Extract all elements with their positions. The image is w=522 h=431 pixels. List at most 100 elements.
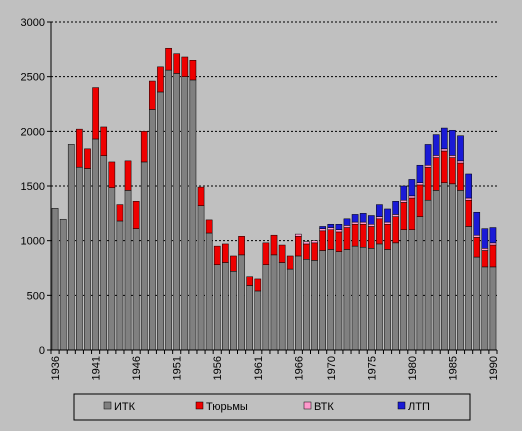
bar-segment — [351, 214, 359, 223]
bar-segment — [311, 242, 318, 261]
x-tick-label: 1956 — [212, 356, 224, 380]
bar-segment — [432, 190, 440, 351]
bar-segment — [238, 236, 245, 256]
x-tick-label: 1936 — [50, 356, 62, 380]
bar-segment — [303, 241, 310, 245]
bar-segment — [230, 271, 237, 351]
bar-segment — [343, 227, 351, 250]
bar-segment — [481, 248, 489, 251]
y-tick-label: 0 — [39, 345, 45, 357]
bar-segment — [205, 219, 213, 234]
bar-segment — [384, 221, 391, 225]
bar-segment — [335, 229, 343, 233]
bar-segment — [432, 134, 440, 156]
bar-segment — [359, 224, 367, 248]
bar-segment — [449, 157, 456, 185]
bar-segment — [108, 161, 116, 188]
y-tick-label: 2000 — [21, 126, 45, 138]
legend-label: ЛТП — [408, 401, 430, 413]
y-tick-label: 1000 — [21, 236, 45, 248]
bar-segment — [262, 264, 270, 351]
bar-segment — [294, 233, 302, 237]
bar-segment — [384, 208, 391, 223]
bar-segment — [416, 182, 424, 186]
bar-segment — [416, 164, 424, 183]
bar-segment — [343, 225, 351, 228]
bar-segment — [335, 251, 343, 351]
bar-segment — [392, 214, 399, 217]
bar-segment — [367, 248, 375, 351]
y-tick-label: 3000 — [21, 17, 45, 29]
bar-segment — [286, 255, 294, 270]
bar-segment — [351, 221, 359, 225]
bar-segment — [278, 244, 286, 263]
bar-segment — [59, 218, 67, 351]
bar-segment — [424, 164, 432, 168]
bar-segment — [449, 155, 456, 158]
bar-segment — [481, 250, 489, 268]
x-tick-label: 1941 — [91, 356, 103, 380]
bar-segment — [400, 229, 408, 351]
legend-swatch — [195, 401, 204, 410]
bar-segment — [140, 131, 148, 163]
bar-segment — [213, 264, 221, 351]
bar-segment — [149, 109, 156, 351]
bar-segment — [351, 245, 359, 351]
bar-segment — [246, 276, 254, 286]
y-tick-label: 500 — [27, 290, 45, 302]
bar-segment — [376, 218, 383, 245]
bar-segment — [489, 242, 497, 246]
bar-segment — [205, 232, 213, 351]
bar-segment — [222, 243, 229, 263]
x-tick-label: 1975 — [366, 356, 378, 380]
bar-segment — [311, 260, 318, 351]
x-tick-label: 1990 — [488, 356, 500, 380]
bar-segment — [473, 237, 481, 258]
bar-segment — [222, 262, 229, 351]
bar-segment — [408, 229, 416, 351]
legend-swatch — [103, 401, 112, 410]
bar-segment — [465, 173, 472, 199]
bar-segment — [400, 202, 408, 230]
x-tick-label: 1951 — [172, 356, 184, 380]
bar-segment — [51, 208, 59, 351]
bar-segment — [473, 211, 481, 236]
bar-segment — [473, 234, 481, 238]
bar-segment — [440, 182, 448, 351]
bar-segment — [157, 91, 164, 351]
bar-segment — [457, 162, 464, 191]
bar-segment — [489, 266, 497, 351]
legend-swatch — [303, 401, 312, 410]
bar-segment — [92, 87, 99, 140]
bar-segment — [359, 246, 367, 351]
y-tick-label: 2500 — [21, 72, 45, 84]
bar-segment — [270, 234, 278, 256]
bar-segment — [440, 148, 448, 152]
bar-segment — [100, 155, 108, 351]
bar-segment — [367, 224, 375, 227]
bar-segment — [76, 128, 83, 168]
x-tick-label: 1966 — [293, 356, 305, 380]
bar-segment — [424, 167, 432, 201]
bar-segment — [408, 197, 416, 230]
bar-segment — [327, 227, 335, 230]
bar-segment — [294, 236, 302, 257]
bar-segment — [408, 195, 416, 199]
bar-segment — [311, 240, 318, 244]
bar-segment — [424, 199, 432, 351]
bar-segment — [303, 259, 310, 351]
bar-segment — [416, 184, 424, 217]
bar-segment — [457, 135, 464, 162]
bar-segment — [197, 205, 205, 351]
bar-segment — [197, 186, 205, 206]
x-tick-label: 1985 — [447, 356, 459, 380]
bar-segment — [343, 249, 351, 351]
bar-segment — [408, 179, 416, 197]
legend-label: ИТК — [114, 401, 136, 413]
bar-segment — [327, 249, 335, 351]
bar-segment — [319, 228, 326, 232]
bar-segment — [319, 230, 326, 251]
bar-segment — [392, 216, 399, 244]
bar-segment — [376, 204, 383, 217]
